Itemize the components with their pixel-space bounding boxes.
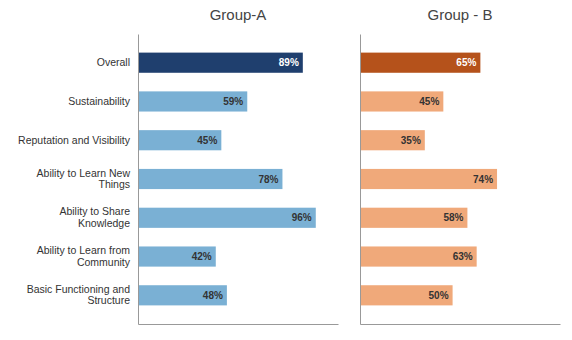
bars: [138, 53, 316, 306]
category-label: Sustainability: [68, 95, 131, 107]
bar: [138, 169, 282, 189]
bar: [360, 53, 480, 73]
y-tick: Sustainability: [68, 95, 138, 107]
x-axis: [361, 324, 561, 325]
y-axis: [360, 35, 362, 325]
bar: [360, 91, 443, 111]
data-label: 59%: [223, 96, 243, 107]
x-axis: [139, 324, 339, 325]
data-label: 35%: [401, 135, 421, 146]
y-tick: Ability to Learn fromCommunity: [37, 244, 138, 268]
x-axis-line: [139, 324, 339, 325]
category-label: Overall: [97, 56, 130, 68]
y-axis-line: [138, 35, 139, 325]
bar: [360, 130, 425, 150]
chart: Overall Sustainability Reputation and Visi…: [0, 0, 572, 340]
bar: [138, 53, 303, 73]
data-label: 48%: [203, 290, 223, 301]
data-label: 58%: [443, 212, 463, 223]
data-label: 74%: [473, 174, 493, 185]
data-label: 89%: [279, 57, 299, 68]
data-labels: 65% 45% 35% 74% 58% 63% 50%: [401, 57, 493, 301]
panel-title: Group-A: [210, 6, 267, 23]
data-label: 42%: [192, 251, 212, 262]
bars: [360, 53, 497, 306]
data-label: 45%: [419, 96, 439, 107]
data-labels: 89% 59% 45% 78% 96% 42% 48%: [192, 57, 312, 301]
y-tick: Overall: [97, 56, 138, 68]
bar: [138, 91, 247, 111]
bar: [138, 285, 227, 305]
data-label: 63%: [453, 251, 473, 262]
category-label: Ability to ShareKnowledge: [59, 205, 130, 229]
category-label: Basic Functioning andStructure: [27, 283, 130, 307]
bar: [138, 130, 221, 150]
data-label: 45%: [197, 135, 217, 146]
y-axis-line: [360, 35, 361, 325]
data-label: 96%: [292, 212, 312, 223]
panel: 65% 45% 35% 74% 58% 63% 50% Group - B: [360, 6, 561, 325]
data-label: 78%: [258, 174, 278, 185]
bar: [360, 285, 453, 305]
data-label: 50%: [429, 290, 449, 301]
x-axis-line: [361, 324, 561, 325]
bar: [360, 208, 467, 228]
bar: [138, 246, 216, 266]
bar: [360, 169, 497, 189]
category-label: Ability to Learn NewThings: [37, 167, 131, 191]
y-tick: Ability to ShareKnowledge: [59, 205, 138, 229]
y-axis: Overall Sustainability Reputation and Visi…: [18, 35, 138, 325]
data-label: 65%: [456, 57, 476, 68]
category-label: Ability to Learn fromCommunity: [37, 244, 131, 268]
y-tick: Ability to Learn NewThings: [37, 167, 138, 191]
y-tick: Basic Functioning andStructure: [27, 283, 138, 307]
y-tick: Reputation and Visibility: [18, 134, 138, 146]
panel-title: Group - B: [427, 6, 492, 23]
category-label: Reputation and Visibility: [18, 134, 131, 146]
panel: Overall Sustainability Reputation and Visi…: [18, 6, 338, 325]
bar: [138, 208, 316, 228]
bar: [360, 246, 477, 266]
